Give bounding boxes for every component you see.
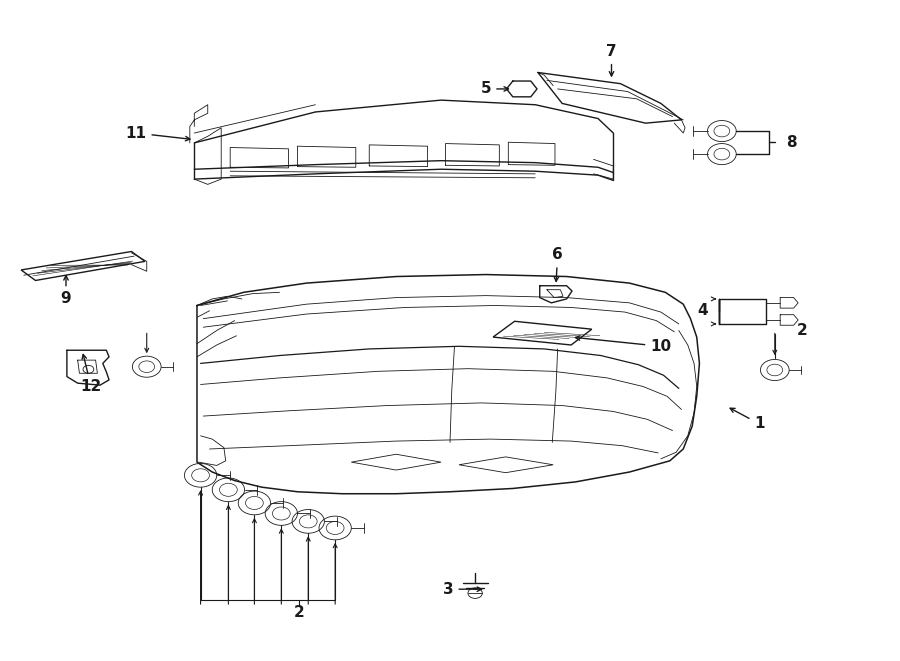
Text: 11: 11 <box>125 126 190 141</box>
Text: 3: 3 <box>443 582 482 597</box>
Text: 2: 2 <box>797 323 808 338</box>
Text: 1: 1 <box>730 408 765 432</box>
Text: 7: 7 <box>607 44 616 76</box>
Text: 4: 4 <box>698 303 708 318</box>
Text: 10: 10 <box>575 336 671 354</box>
Text: 8: 8 <box>787 135 797 150</box>
Text: 12: 12 <box>80 354 102 394</box>
Text: 9: 9 <box>60 276 71 307</box>
Text: 6: 6 <box>553 247 563 282</box>
Text: 5: 5 <box>481 81 508 97</box>
Text: 2: 2 <box>294 605 304 620</box>
